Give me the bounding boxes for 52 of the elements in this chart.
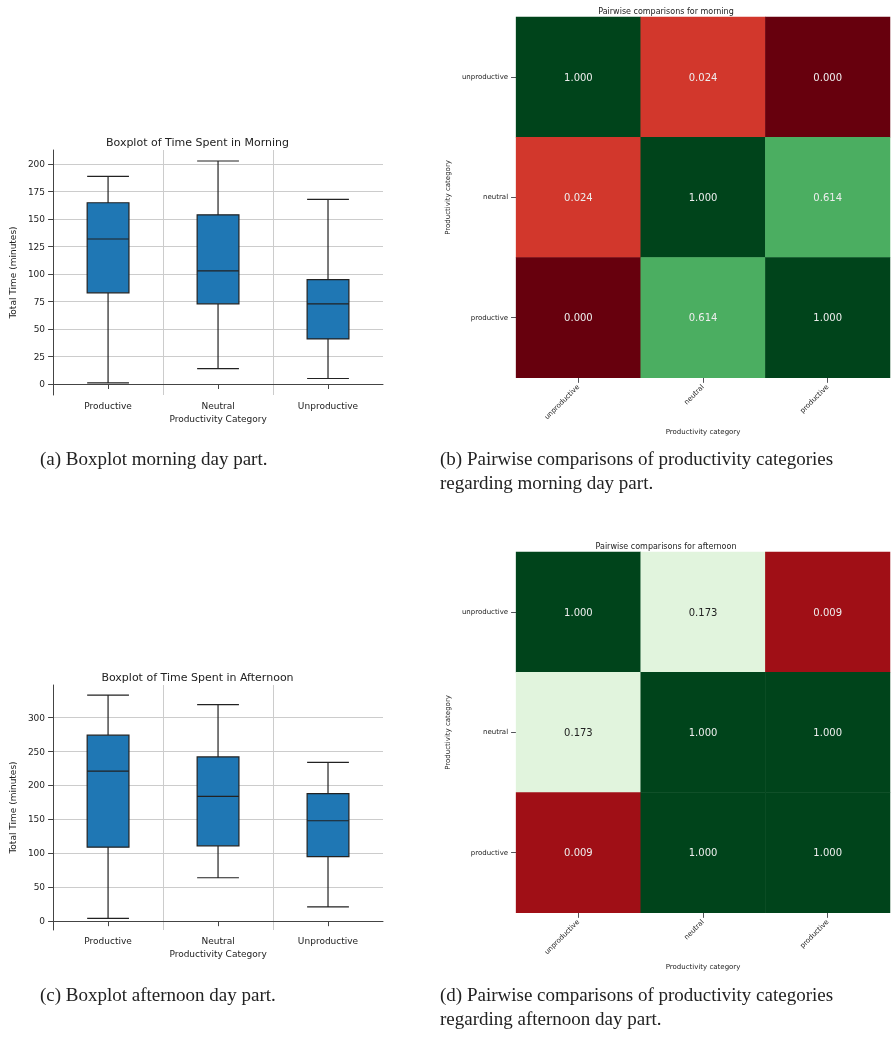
y-tick-label: 100 xyxy=(27,269,46,280)
y-tick-label: 250 xyxy=(27,746,46,757)
chart-title: Boxplot of Time Spent in Morning xyxy=(105,136,290,149)
text: (d) Pairwise comparisons of productivity categories regarding afternoon day part. xyxy=(440,983,835,1031)
x-tick-label: Unproductive xyxy=(297,935,359,946)
data-label: 0.024 xyxy=(564,191,593,203)
y-axis-title: Total Time (minutes) xyxy=(7,226,18,320)
data-label: 0.024 xyxy=(688,71,718,83)
data-label: 0.614 xyxy=(813,191,842,203)
data-label: 0.009 xyxy=(813,606,842,618)
data-label: 1.000 xyxy=(813,847,842,859)
data-label: 0.000 xyxy=(813,71,842,83)
y-tick-label: 200 xyxy=(27,780,46,791)
x-tick-label: Neutral xyxy=(201,935,235,946)
y-tick-label: 150 xyxy=(27,214,46,225)
data-label: 1.000 xyxy=(688,191,718,203)
data-label: 0.000 xyxy=(564,312,593,324)
data-label: 1.000 xyxy=(813,312,842,324)
data-label: 1.000 xyxy=(564,606,593,618)
data-label: 1.000 xyxy=(564,71,593,83)
y-tick-label: 100 xyxy=(27,848,46,859)
data-label: 1.000 xyxy=(688,726,718,738)
y-tick-label: 0 xyxy=(39,916,46,927)
y-tick-label: 200 xyxy=(27,159,46,170)
y-tick-label: 0 xyxy=(39,379,46,390)
x-tick-label: Productive xyxy=(84,400,133,411)
chart-title: Pairwise comparisons for afternoon xyxy=(595,541,737,551)
y-tick-label: 175 xyxy=(27,186,46,197)
data-label: 0.173 xyxy=(564,726,593,738)
x-tick-label: Unproductive xyxy=(297,400,359,411)
y-axis-title: Total Time (minutes) xyxy=(7,761,18,855)
text: (a) Boxplot morning day part. xyxy=(40,447,269,471)
y-tick-label: 150 xyxy=(27,814,46,825)
x-tick-label: Neutral xyxy=(201,400,235,411)
data-label: 1.000 xyxy=(813,726,842,738)
chart-title: Boxplot of Time Spent in Afternoon xyxy=(101,671,294,684)
y-tick-label: 75 xyxy=(33,296,46,307)
data-label: 1.000 xyxy=(688,847,718,859)
data-label: 0.614 xyxy=(688,312,718,324)
y-tick-label: 50 xyxy=(33,882,46,893)
chart-title: Pairwise comparisons for morning xyxy=(598,6,734,16)
x-axis-title: Productivity Category xyxy=(169,949,268,960)
data-label: 0.009 xyxy=(564,847,593,859)
text: (c) Boxplot afternoon day part. xyxy=(40,983,277,1007)
y-tick-label: 300 xyxy=(27,712,46,723)
x-axis-title: Productivity Category xyxy=(169,414,268,425)
data-label: 0.173 xyxy=(688,606,718,618)
y-tick-label: 50 xyxy=(33,324,46,335)
y-tick-label: 25 xyxy=(33,351,46,362)
y-tick-label: 125 xyxy=(27,241,46,252)
x-tick-label: Productive xyxy=(84,935,133,946)
text: (b) Pairwise comparisons of productivity categories regarding morning day part. xyxy=(440,447,835,495)
